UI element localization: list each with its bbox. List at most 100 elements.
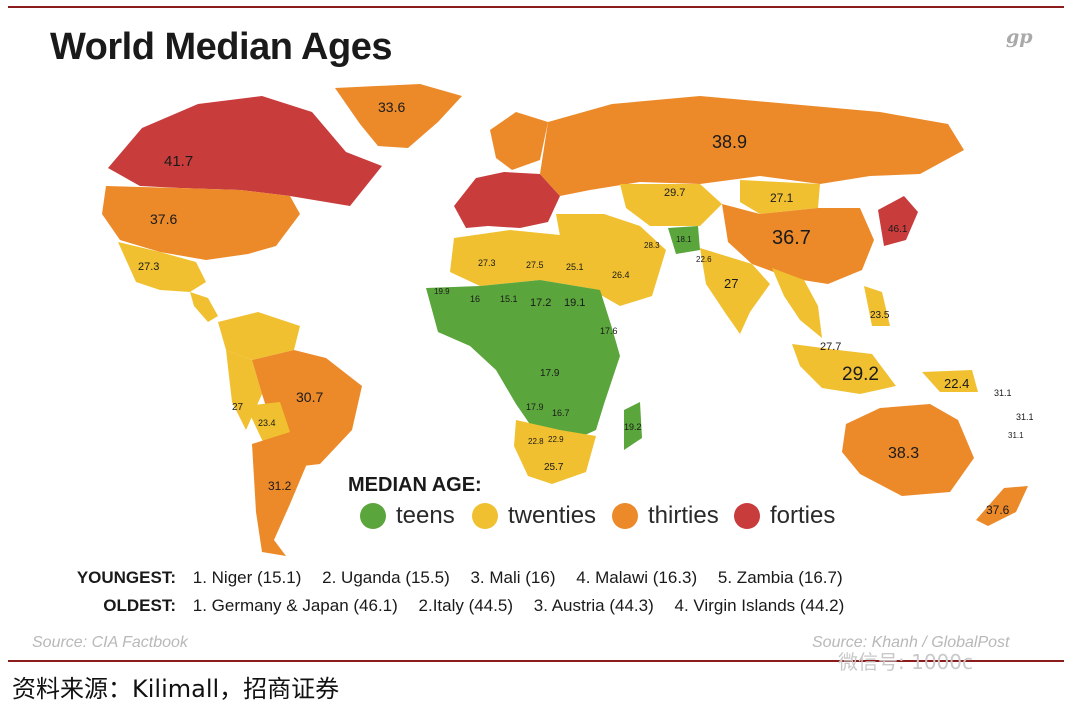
- region-china: [722, 204, 874, 284]
- label-pacific-3: 31.1: [1008, 431, 1024, 440]
- youngest-entry: 1. Niger (15.1): [192, 568, 302, 587]
- wechat-watermark: 微信号: 1000c: [838, 650, 973, 674]
- label-ethiopia: 17.6: [600, 326, 618, 336]
- label-bolivia: 23.4: [258, 418, 276, 428]
- label-peru: 27: [232, 402, 244, 413]
- top-rule: [8, 6, 1064, 8]
- oldest-row: OLDEST: 1. Germany & Japan (46.1) 2.Ital…: [50, 596, 860, 616]
- label-iran: 28.3: [644, 241, 660, 250]
- bottom-rule: [8, 660, 1064, 662]
- source-note: Source: CIA Factbook: [32, 634, 188, 651]
- region-australia: [842, 404, 974, 496]
- region-southeast-asia: [772, 268, 822, 338]
- region-colombia-venezuela: [218, 312, 300, 360]
- label-botswana: 22.9: [548, 435, 564, 444]
- legend-item-thirties: thirties: [612, 502, 719, 530]
- region-japan: [878, 196, 918, 246]
- label-namibia: 22.8: [528, 437, 544, 446]
- oldest-entry: 1. Germany & Japan (46.1): [192, 596, 398, 615]
- region-argentina: [252, 432, 306, 556]
- credit-note: Source: Khanh / GlobalPost: [812, 634, 1010, 651]
- label-usa: 37.6: [150, 211, 177, 227]
- legend-label-twenties: twenties: [508, 502, 597, 529]
- label-greenland: 33.6: [378, 99, 405, 115]
- legend-label-forties: forties: [770, 502, 836, 529]
- map-title: World Median Ages: [50, 26, 392, 68]
- legend-swatch-twenties: [472, 503, 498, 529]
- region-southern-africa: [514, 420, 596, 484]
- legend-item-forties: forties: [734, 502, 835, 530]
- label-sudan: 19.1: [564, 297, 585, 309]
- region-scandinavia: [490, 112, 548, 170]
- legend-swatch-teens: [360, 503, 386, 529]
- region-new-zealand: [976, 486, 1028, 526]
- region-india: [700, 248, 770, 334]
- legend-item-twenties: twenties: [472, 502, 596, 530]
- label-algeria: 27.3: [478, 258, 496, 268]
- legend-label-teens: teens: [396, 502, 455, 529]
- region-kazakhstan: [620, 184, 722, 226]
- region-canada: [108, 96, 382, 206]
- legend-title: MEDIAN AGE:: [348, 474, 482, 496]
- label-libya: 27.5: [526, 260, 544, 270]
- label-argentina: 31.2: [268, 479, 292, 493]
- region-greenland: [335, 84, 462, 148]
- label-philippines: 23.5: [870, 310, 890, 321]
- region-europe-west: [454, 172, 560, 228]
- label-egypt: 25.1: [566, 262, 584, 272]
- legend-label-thirties: thirties: [648, 502, 719, 529]
- legend-swatch-forties: [734, 503, 760, 529]
- label-png: 22.4: [944, 376, 969, 391]
- youngest-row: YOUNGEST: 1. Niger (15.1) 2. Uganda (15.…: [50, 568, 859, 588]
- label-australia: 38.3: [888, 445, 919, 462]
- label-congo: 17.9: [540, 368, 560, 379]
- oldest-heading: OLDEST:: [103, 596, 176, 615]
- label-saudi: 26.4: [612, 270, 630, 280]
- oldest-entry: 4. Virgin Islands (44.2): [674, 596, 845, 615]
- label-pacific-2: 31.1: [1016, 412, 1034, 422]
- label-afghanistan: 18.1: [676, 235, 692, 244]
- label-russia: 38.9: [712, 132, 747, 152]
- legend-swatch-thirties: [612, 503, 638, 529]
- label-indonesia: 29.2: [842, 364, 879, 385]
- oldest-entry: 2.Italy (44.5): [418, 596, 514, 615]
- label-japan: 46.1: [888, 224, 908, 235]
- region-north-africa: [450, 230, 630, 290]
- label-madagascar: 19.2: [624, 422, 642, 432]
- region-central-america: [190, 292, 218, 322]
- label-canada: 41.7: [164, 153, 193, 170]
- youngest-heading: YOUNGEST:: [76, 568, 176, 587]
- label-new-zealand: 37.6: [986, 503, 1010, 517]
- region-russia: [540, 96, 964, 196]
- label-mali: 16: [470, 294, 480, 304]
- label-chad: 17.2: [530, 297, 551, 309]
- label-mexico: 27.3: [138, 261, 159, 273]
- region-indonesia: [792, 344, 896, 394]
- label-brazil: 30.7: [296, 389, 323, 405]
- label-china: 36.7: [772, 227, 811, 249]
- region-bolivia: [246, 402, 290, 444]
- legend-item-teens: teens: [360, 502, 455, 530]
- label-pakistan: 22.6: [696, 255, 712, 264]
- label-mauritania: 19.9: [434, 287, 450, 296]
- region-madagascar: [624, 402, 642, 450]
- globalpost-logo: gp: [1006, 26, 1033, 48]
- footer-source: 资料来源：Kilimall，招商证券: [12, 675, 340, 703]
- region-afghanistan: [668, 226, 700, 254]
- region-sahel: [426, 280, 620, 440]
- label-angola: 17.9: [526, 402, 544, 412]
- youngest-entry: 5. Zambia (16.7): [717, 568, 843, 587]
- region-png: [922, 370, 978, 392]
- label-zambia: 16.7: [552, 408, 570, 418]
- label-kazakhstan: 29.7: [664, 187, 685, 199]
- label-mongolia: 27.1: [770, 191, 794, 205]
- label-niger: 15.1: [500, 294, 518, 304]
- youngest-entry: 3. Mali (16): [470, 568, 556, 587]
- label-india: 27: [724, 276, 738, 291]
- region-mongolia: [740, 180, 820, 214]
- youngest-entry: 2. Uganda (15.5): [322, 568, 450, 587]
- label-pacific-1: 31.1: [994, 388, 1012, 398]
- oldest-entry: 3. Austria (44.3): [533, 596, 654, 615]
- youngest-entry: 4. Malawi (16.3): [576, 568, 698, 587]
